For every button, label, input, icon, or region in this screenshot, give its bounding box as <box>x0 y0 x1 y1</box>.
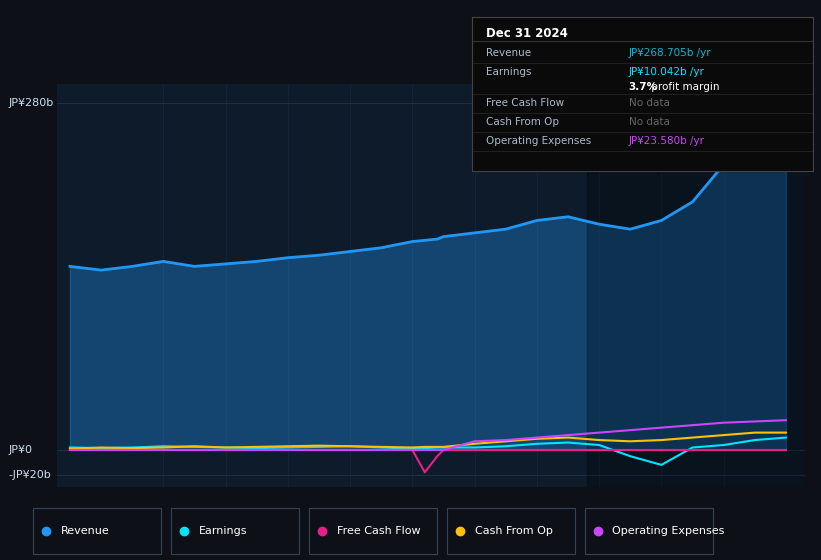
Text: Revenue: Revenue <box>486 48 531 58</box>
Text: Free Cash Flow: Free Cash Flow <box>486 99 564 109</box>
Text: 2019: 2019 <box>398 510 426 519</box>
Text: No data: No data <box>629 99 670 109</box>
Text: 2016: 2016 <box>212 510 240 519</box>
Text: 2023: 2023 <box>647 510 676 519</box>
Text: 3.7%: 3.7% <box>629 82 658 92</box>
Text: 2021: 2021 <box>523 510 551 519</box>
Text: Free Cash Flow: Free Cash Flow <box>337 526 420 535</box>
Text: 2017: 2017 <box>273 510 302 519</box>
Text: Operating Expenses: Operating Expenses <box>486 136 591 146</box>
Text: Operating Expenses: Operating Expenses <box>612 526 725 535</box>
Bar <box>587 84 821 487</box>
Text: 2018: 2018 <box>336 510 365 519</box>
Text: profit margin: profit margin <box>648 82 719 92</box>
Text: Dec 31 2024: Dec 31 2024 <box>486 27 567 40</box>
Text: Earnings: Earnings <box>486 67 531 77</box>
Text: Cash From Op: Cash From Op <box>475 526 553 535</box>
Text: Revenue: Revenue <box>61 526 109 535</box>
Text: JP¥10.042b /yr: JP¥10.042b /yr <box>629 67 704 77</box>
Text: -JP¥20b: -JP¥20b <box>9 470 52 480</box>
Text: No data: No data <box>629 117 670 127</box>
Text: Cash From Op: Cash From Op <box>486 117 559 127</box>
Text: 2022: 2022 <box>585 510 613 519</box>
Text: JP¥23.580b /yr: JP¥23.580b /yr <box>629 136 704 146</box>
Text: 2024: 2024 <box>709 510 738 519</box>
Text: JP¥280b: JP¥280b <box>9 97 54 108</box>
Text: JP¥0: JP¥0 <box>9 445 33 455</box>
Text: 2015: 2015 <box>149 510 177 519</box>
Text: 2020: 2020 <box>461 510 488 519</box>
Text: Earnings: Earnings <box>199 526 247 535</box>
Text: JP¥268.705b /yr: JP¥268.705b /yr <box>629 48 712 58</box>
